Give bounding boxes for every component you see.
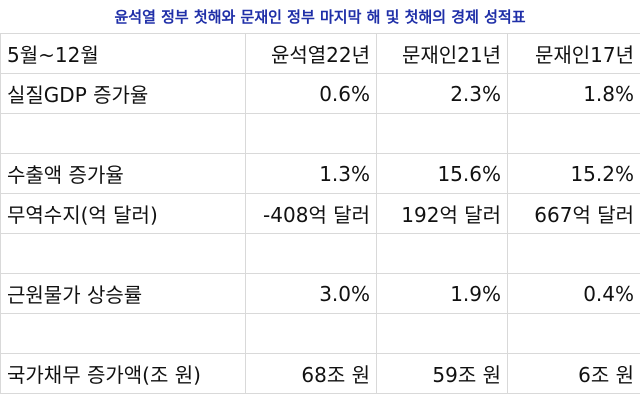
row-label-gdp: 실질GDP 증가율 [0,73,246,114]
row-label-trade-balance: 무역수지(억 달러) [0,193,246,234]
table-row: 실질GDP 증가율 0.6% 2.3% 1.8% [0,73,640,114]
row-label-core-inflation: 근원물가 상승률 [0,273,246,314]
empty-cell [507,113,640,154]
cell-value: 15.6% [376,153,508,194]
cell-value: 68조 원 [245,353,377,394]
cell-value: 6조 원 [507,353,640,394]
blank-row [0,233,640,274]
empty-cell [507,313,640,354]
table-row: 수출액 증가율 1.3% 15.6% 15.2% [0,153,640,194]
empty-cell [0,113,246,154]
cell-value: 1.9% [376,273,508,314]
blank-row [0,313,640,354]
header-moon-2021: 문재인21년 [376,33,508,74]
header-period: 5월~12월 [0,33,246,74]
cell-value: 192억 달러 [376,193,508,234]
cell-value: 15.2% [507,153,640,194]
table-row: 근원물가 상승률 3.0% 1.9% 0.4% [0,273,640,314]
header-moon-2017: 문재인17년 [507,33,640,74]
row-label-export: 수출액 증가율 [0,153,246,194]
empty-cell [507,233,640,274]
empty-cell [376,313,508,354]
cell-value: 2.3% [376,73,508,114]
blank-row [0,113,640,154]
header-yoon-2022: 윤석열22년 [245,33,377,74]
empty-cell [0,233,246,274]
cell-value: 0.4% [507,273,640,314]
cell-value: 3.0% [245,273,377,314]
empty-cell [245,313,377,354]
cell-value: 667억 달러 [507,193,640,234]
empty-cell [245,233,377,274]
cell-value: 59조 원 [376,353,508,394]
table-row: 국가채무 증가액(조 원) 68조 원 59조 원 6조 원 [0,353,640,394]
economic-scorecard-table: 5월~12월 윤석열22년 문재인21년 문재인17년 실질GDP 증가율 0.… [0,33,640,394]
table-header-row: 5월~12월 윤석열22년 문재인21년 문재인17년 [0,33,640,74]
page-title: 윤석열 정부 첫해와 문재인 정부 마지막 해 및 첫해의 경제 성적표 [114,8,526,26]
cell-value: 0.6% [245,73,377,114]
empty-cell [0,313,246,354]
empty-cell [376,233,508,274]
cell-value: 1.3% [245,153,377,194]
row-label-national-debt: 국가채무 증가액(조 원) [0,353,246,394]
cell-value: 1.8% [507,73,640,114]
empty-cell [245,113,377,154]
table-row: 무역수지(억 달러) -408억 달러 192억 달러 667억 달러 [0,193,640,234]
empty-cell [376,113,508,154]
cell-value: -408억 달러 [245,193,377,234]
